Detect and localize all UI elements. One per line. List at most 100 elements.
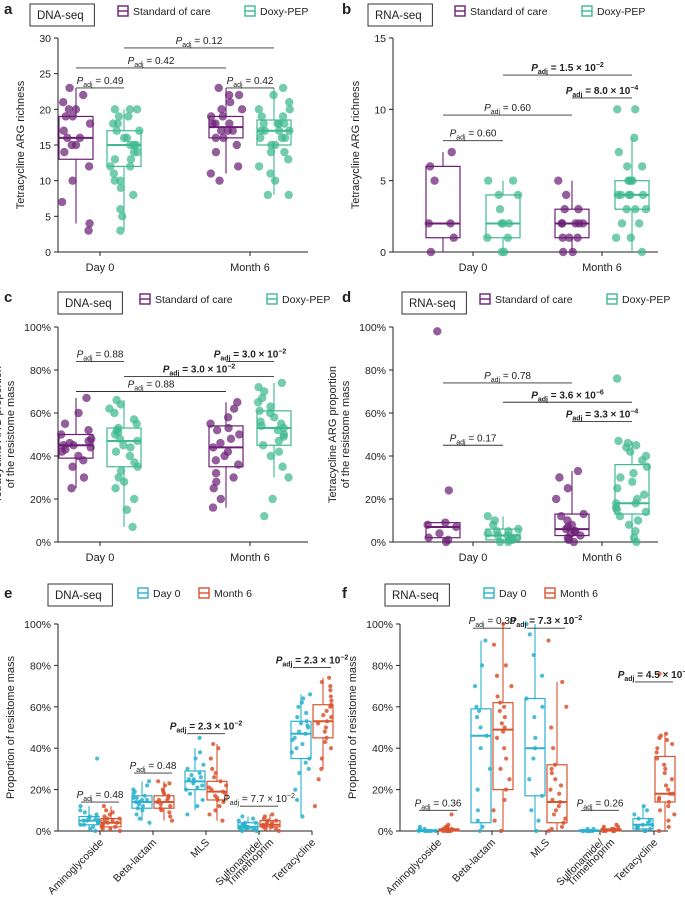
data-point — [257, 112, 266, 121]
data-point — [211, 147, 221, 157]
p-value-label: Padj = 3.0 × 10−2 — [163, 363, 236, 377]
y-tick-label: 40% — [30, 451, 51, 463]
legend-item-doxy: Doxy-PEP — [581, 5, 645, 18]
data-point — [126, 140, 135, 150]
y-tick-label: 60% — [30, 702, 51, 714]
data-point — [433, 828, 438, 834]
data-point — [85, 119, 95, 128]
data-point — [494, 735, 500, 740]
data-point — [74, 408, 83, 418]
data-point — [490, 516, 499, 525]
x-tick-label: Beta-lactam — [450, 836, 498, 884]
data-point — [553, 808, 559, 813]
data-point — [146, 779, 152, 784]
y-tick-label: 5 — [45, 211, 51, 223]
data-point — [65, 83, 74, 93]
data-point — [649, 822, 655, 827]
data-point — [426, 828, 431, 834]
box-day0 — [289, 692, 313, 819]
data-point — [524, 696, 529, 701]
y-axis-label: Proportion of resistome mass — [5, 655, 17, 799]
significance-annotation: Padj = 0.48 — [130, 761, 177, 774]
data-point — [328, 694, 333, 699]
legend-item-m6: Month 6 — [544, 587, 598, 600]
data-point — [443, 535, 453, 545]
data-point — [492, 818, 497, 823]
p-subscript: adj — [491, 377, 501, 384]
data-point — [435, 529, 444, 538]
data-point — [60, 147, 69, 157]
data-point — [263, 190, 273, 200]
data-point — [220, 789, 226, 794]
legend-label: Standard of care — [470, 6, 548, 18]
data-point — [213, 770, 218, 776]
p-subscript: adj — [220, 355, 230, 362]
box-m6 — [153, 779, 175, 823]
data-point — [321, 712, 326, 718]
data-point — [63, 133, 72, 143]
data-point — [622, 162, 632, 171]
significance-annotation: Padj = 1.5 × 10−2 — [503, 62, 632, 76]
data-point — [573, 466, 583, 476]
data-point — [536, 818, 541, 823]
p-value: = 7.7 × 10 — [239, 794, 287, 805]
data-point — [670, 741, 675, 747]
data-point — [214, 83, 223, 93]
data-point — [549, 725, 554, 730]
y-tick-label: 40% — [372, 743, 393, 755]
data-point — [641, 507, 651, 517]
data-point — [623, 438, 632, 448]
data-point — [422, 826, 427, 832]
legend-label: Doxy-PEP — [282, 294, 330, 306]
data-point — [556, 804, 561, 809]
box-m6 — [438, 812, 460, 834]
data-point — [610, 826, 615, 832]
data-point — [236, 818, 241, 823]
data-point — [167, 810, 172, 815]
data-point — [133, 147, 142, 157]
p-value: = 4.5 × 10 — [634, 670, 682, 681]
data-point — [559, 824, 565, 829]
significance-annotation: Padj = 2.3 × 10−2 — [276, 654, 349, 668]
data-point — [550, 746, 556, 751]
p-value: = 3.3 × 10 — [582, 410, 630, 421]
p-exponent: −2 — [234, 721, 242, 728]
data-point — [229, 404, 239, 413]
data-point — [633, 516, 643, 525]
p-value-label: Padj = 8.0 × 10−4 — [566, 85, 639, 99]
y-axis-label: of the resistome mass — [5, 380, 17, 488]
data-point — [237, 105, 247, 114]
x-tick-label: Day 0 — [86, 262, 115, 274]
box-day0 — [632, 804, 655, 834]
box-iqr — [106, 427, 142, 468]
y-tick-label: 25 — [39, 69, 51, 81]
data-point — [484, 176, 493, 185]
data-point — [280, 147, 289, 157]
data-point — [126, 162, 135, 171]
legend-label: Doxy-PEP — [622, 294, 670, 306]
assay-tag-box — [384, 583, 450, 607]
data-point — [319, 756, 324, 761]
data-point — [186, 777, 191, 782]
box-m6 — [546, 638, 569, 834]
data-point — [206, 785, 212, 790]
legend-item-doxy: Doxy-PEP — [266, 293, 330, 306]
data-point — [624, 176, 633, 185]
data-point — [112, 126, 121, 135]
data-point — [531, 652, 536, 658]
data-point — [546, 828, 551, 834]
assay-tag: RNA-seq — [392, 590, 439, 602]
data-point — [296, 704, 301, 709]
data-point — [116, 226, 125, 235]
p-value-label: Padj = 7.3 × 10−2 — [510, 615, 583, 629]
data-point — [114, 473, 123, 482]
data-point — [424, 533, 433, 542]
p-value-label: Padj = 7.7 × 10−2 — [223, 793, 295, 807]
data-point — [492, 527, 502, 536]
p-value-label: Padj = 3.6 × 10−6 — [531, 389, 604, 403]
data-point — [324, 708, 329, 714]
data-point — [217, 804, 222, 809]
data-point — [475, 808, 481, 813]
data-point — [504, 219, 514, 228]
p-value: = 0.49 — [93, 76, 124, 87]
